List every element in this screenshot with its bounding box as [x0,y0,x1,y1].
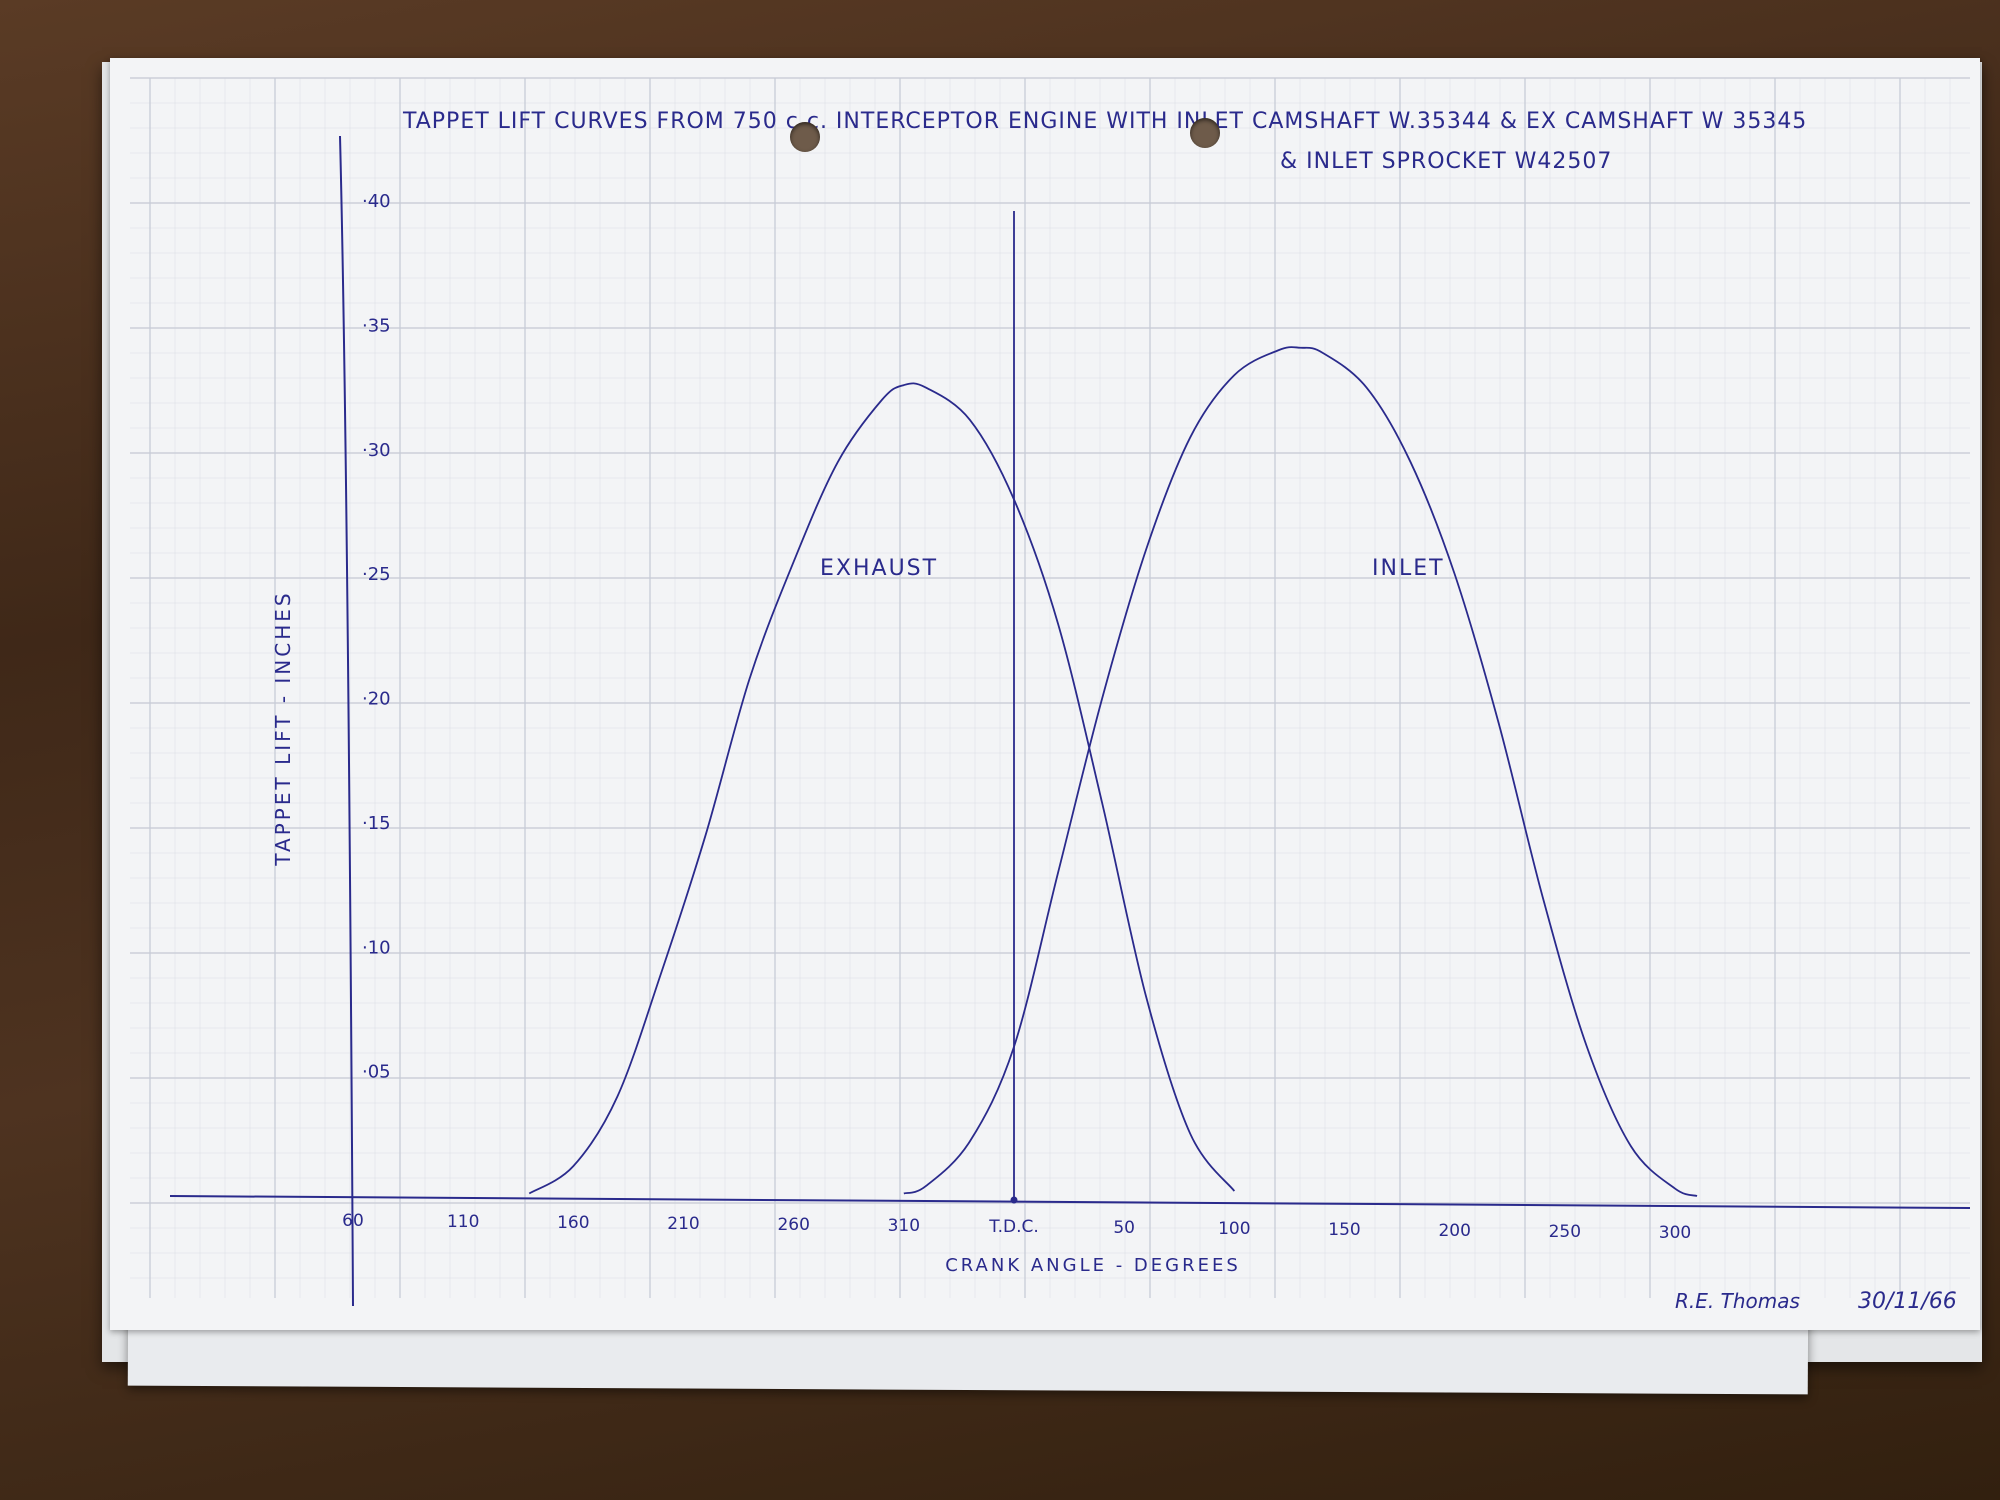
y-tick-label: ·40 [362,191,391,212]
y-tick-label: ·35 [362,315,391,336]
x-tick-label: 300 [1659,1223,1691,1243]
punch-hole-right [1190,118,1220,148]
x-axis-label: CRANK ANGLE - DEGREES [945,1255,1241,1276]
x-tick-label: 210 [667,1214,699,1234]
series-label-inlet: INLET [1372,556,1445,581]
x-tick-label: 150 [1328,1220,1360,1240]
tappet-lift-chart: TAPPET LIFT CURVES FROM 750 c.c. INTERCE… [130,77,1971,1314]
punch-hole-left [790,122,820,152]
y-tick-label: ·10 [362,937,391,958]
chart-title-line1: TAPPET LIFT CURVES FROM 750 c.c. INTERCE… [402,109,1807,134]
x-tick-label: 310 [888,1216,920,1236]
x-axis-line [169,1195,1971,1209]
y-axis-label: TAPPET LIFT - INCHES [271,590,295,866]
x-tick-label: 100 [1218,1219,1250,1239]
series-line-inlet [903,346,1698,1197]
x-tick-labels: 60 110 160 210 260 310 T.D.C. 50 100 150 200 250 300 [342,1211,1691,1243]
y-axis-line [339,135,354,1307]
y-tick-label: ·30 [362,440,391,461]
x-tick-label: 200 [1438,1221,1470,1241]
x-tick-label: 250 [1549,1222,1581,1242]
y-tick-labels: ·05 ·10 ·15 ·20 ·25 ·30 ·35 ·40 [362,191,391,1083]
x-tick-label: 160 [557,1213,589,1233]
signature: R.E. Thomas [1675,1289,1800,1313]
date: 30/11/66 [1858,1289,1957,1314]
series-line-exhaust [528,382,1236,1195]
x-tick-label: T.D.C. [988,1217,1039,1237]
x-tick-label: 110 [447,1212,479,1232]
y-tick-label: ·05 [362,1062,391,1083]
y-tick-label: ·20 [362,689,391,710]
graph-paper: TAPPET LIFT CURVES FROM 750 c.c. INTERCE… [110,58,1980,1330]
x-tick-label: 50 [1113,1218,1135,1238]
series-label-exhaust: EXHAUST [820,556,938,581]
series-lines [528,346,1698,1197]
tdc-marker [1010,1196,1018,1204]
x-tick-label: 60 [342,1211,364,1231]
x-tick-label: 260 [777,1215,809,1235]
y-tick-label: ·25 [362,564,391,585]
axes [169,135,1971,1307]
chart-title-line2: & INLET SPROCKET W42507 [1280,149,1612,174]
grid-lines [130,77,1970,1298]
y-tick-label: ·15 [362,813,391,834]
